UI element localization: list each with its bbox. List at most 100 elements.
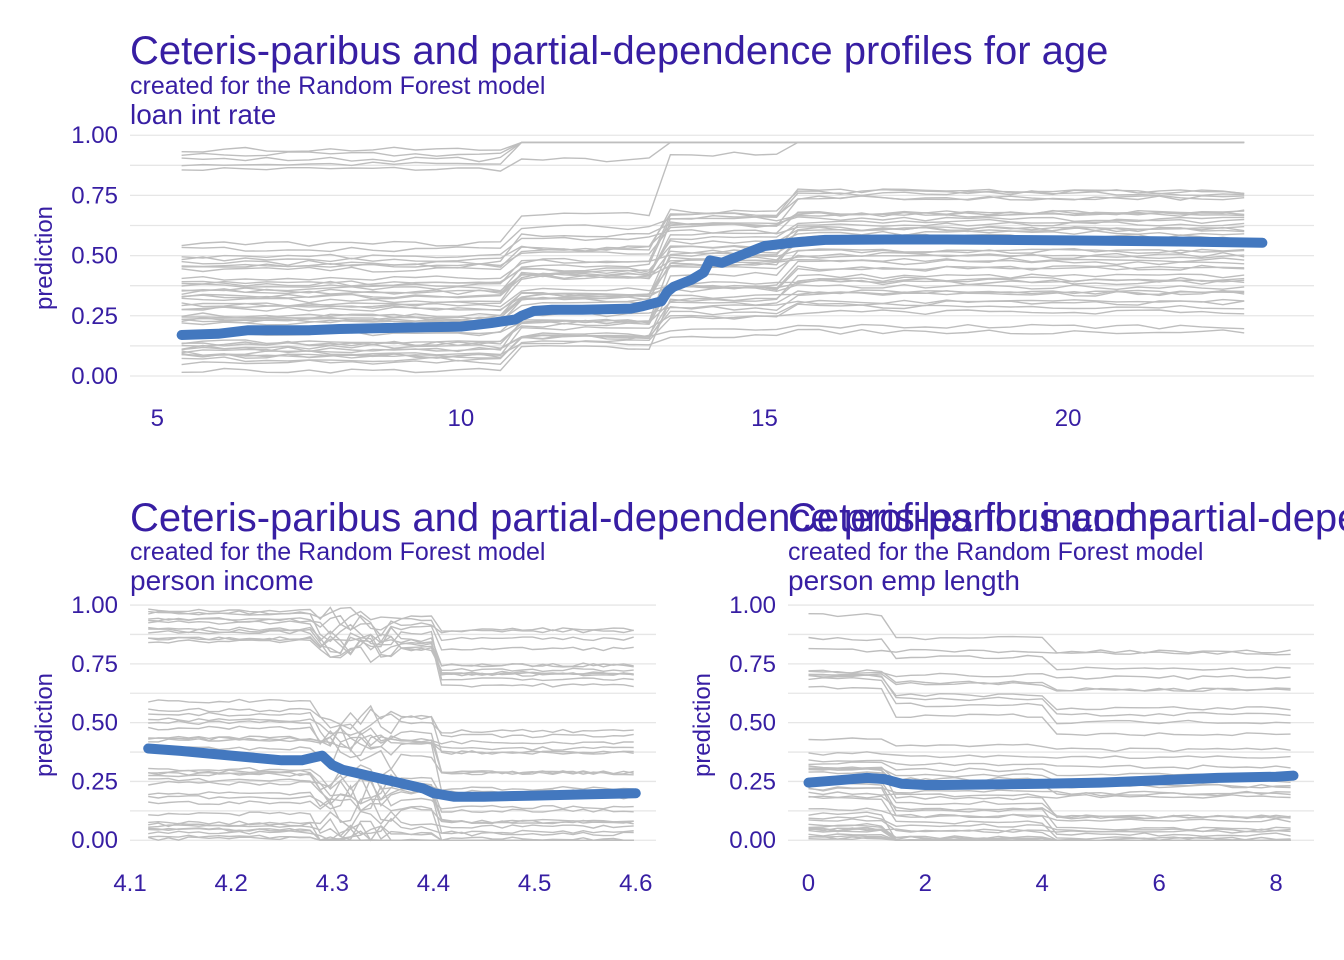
facet-strip-label: person income [130, 565, 314, 596]
ceteris-paribus-line [808, 780, 1291, 819]
ceteris-paribus-line [148, 784, 634, 812]
chart-title: Ceteris-paribus and partial-dependence p… [788, 496, 1344, 540]
ceteris-paribus-line [808, 685, 1291, 737]
ceteris-paribus-line [181, 190, 1245, 294]
y-tick-label: 0.75 [71, 182, 118, 209]
ceteris-paribus-line [181, 141, 1245, 153]
ceteris-paribus-line [808, 670, 1291, 680]
ceteris-paribus-line [148, 768, 634, 814]
y-tick-label: 1.00 [729, 592, 776, 619]
partial-dependence-line [803, 770, 1299, 790]
ceteris-paribus-line [808, 815, 1291, 834]
ceteris-paribus-line [181, 298, 1245, 350]
chart-title: Ceteris-paribus and partial-dependence p… [130, 496, 1171, 540]
y-tick-label: 0.25 [729, 768, 776, 795]
x-tick-label: 10 [448, 405, 475, 432]
x-tick-label: 6 [1152, 870, 1165, 897]
ceteris-paribus-line [148, 810, 634, 829]
ceteris-paribus-line [808, 751, 1291, 759]
ceteris-paribus-line [148, 713, 634, 736]
ceteris-paribus-line [148, 796, 634, 825]
y-tick-label: 0.50 [71, 710, 118, 737]
ceteris-paribus-line [808, 818, 1291, 841]
ceteris-paribus-line [181, 216, 1245, 266]
ceteris-paribus-line [808, 833, 1291, 841]
y-tick-label: 0.25 [71, 768, 118, 795]
y-axis-label: prediction [31, 206, 58, 310]
x-tick-label: 2 [919, 870, 932, 897]
ceteris-paribus-line [808, 787, 1291, 796]
ceteris-paribus-line [181, 141, 1245, 163]
ceteris-paribus-line [148, 704, 634, 739]
facet-strip-label: loan int rate [130, 99, 276, 130]
x-tick-label: 20 [1055, 405, 1082, 432]
ceteris-paribus-line [808, 791, 1291, 799]
y-tick-label: 0.75 [729, 651, 776, 678]
ceteris-paribus-line [148, 776, 634, 825]
y-tick-label: 0.00 [71, 827, 118, 854]
ceteris-paribus-line [181, 289, 1245, 324]
ceteris-paribus-line [148, 626, 634, 668]
facet-strip-label: person emp length [788, 565, 1020, 596]
ceteris-paribus-line [148, 633, 634, 668]
ceteris-paribus-line [148, 711, 634, 776]
ceteris-paribus-line [148, 724, 634, 753]
ceteris-paribus-line [808, 759, 1291, 770]
y-tick-label: 1.00 [71, 592, 118, 619]
chart-title: Ceteris-paribus and partial-dependence p… [130, 29, 1108, 73]
ceteris-paribus-line [181, 290, 1245, 354]
ceteris-paribus-line [808, 612, 1291, 656]
y-tick-label: 0.00 [729, 827, 776, 854]
ceteris-paribus-line [181, 277, 1245, 308]
ceteris-paribus-line [181, 279, 1245, 320]
ceteris-paribus-line [148, 822, 634, 842]
ceteris-paribus-line [808, 807, 1291, 823]
ceteris-paribus-line [148, 620, 634, 688]
x-tick-label: 4.3 [316, 870, 349, 897]
ceteris-paribus-line [148, 817, 634, 838]
x-tick-label: 4.6 [619, 870, 652, 897]
ceteris-paribus-line [808, 676, 1291, 725]
ceteris-paribus-line [181, 323, 1245, 359]
x-tick-label: 4.4 [417, 870, 450, 897]
x-tick-label: 15 [751, 405, 778, 432]
ceteris-paribus-line [181, 194, 1245, 269]
ceteris-paribus-line [808, 647, 1291, 654]
ceteris-paribus-line [148, 629, 634, 677]
ceteris-paribus-line [148, 698, 634, 755]
chart-subtitle: created for the Random Forest model [788, 538, 1203, 566]
y-tick-label: 0.50 [729, 710, 776, 737]
partial-dependence-line [176, 234, 1268, 340]
chart-subtitle: created for the Random Forest model [130, 72, 545, 100]
ceteris-paribus-line [808, 673, 1291, 717]
x-tick-label: 4 [1036, 870, 1049, 897]
ceteris-paribus-line [181, 283, 1245, 312]
ceteris-paribus-line [181, 141, 1245, 167]
chart-subtitle: created for the Random Forest model [130, 538, 545, 566]
ceteris-paribus-line [181, 230, 1245, 287]
y-tick-label: 0.50 [71, 243, 118, 270]
ceteris-paribus-line [148, 617, 634, 637]
ceteris-paribus-line [181, 264, 1245, 345]
x-tick-label: 0 [802, 870, 815, 897]
ceteris-paribus-line [808, 737, 1291, 753]
ceteris-paribus-line [808, 669, 1291, 692]
x-tick-label: 4.5 [518, 870, 551, 897]
x-tick-label: 5 [151, 405, 164, 432]
x-tick-label: 4.2 [214, 870, 247, 897]
y-tick-label: 0.25 [71, 303, 118, 330]
ceteris-paribus-line [181, 226, 1245, 326]
ceteris-paribus-line [808, 673, 1291, 692]
ceteris-paribus-line [808, 828, 1291, 833]
y-tick-label: 0.00 [71, 363, 118, 390]
ceteris-paribus-line [181, 247, 1245, 281]
ceteris-paribus-line [148, 734, 634, 759]
ceteris-paribus-line [148, 638, 634, 673]
ceteris-paribus-line [148, 773, 634, 799]
ceteris-paribus-line [181, 248, 1245, 348]
ceteris-paribus-line [148, 606, 634, 642]
y-tick-label: 1.00 [71, 122, 118, 149]
ceteris-paribus-line [181, 211, 1245, 253]
ceteris-paribus-line [148, 725, 634, 775]
